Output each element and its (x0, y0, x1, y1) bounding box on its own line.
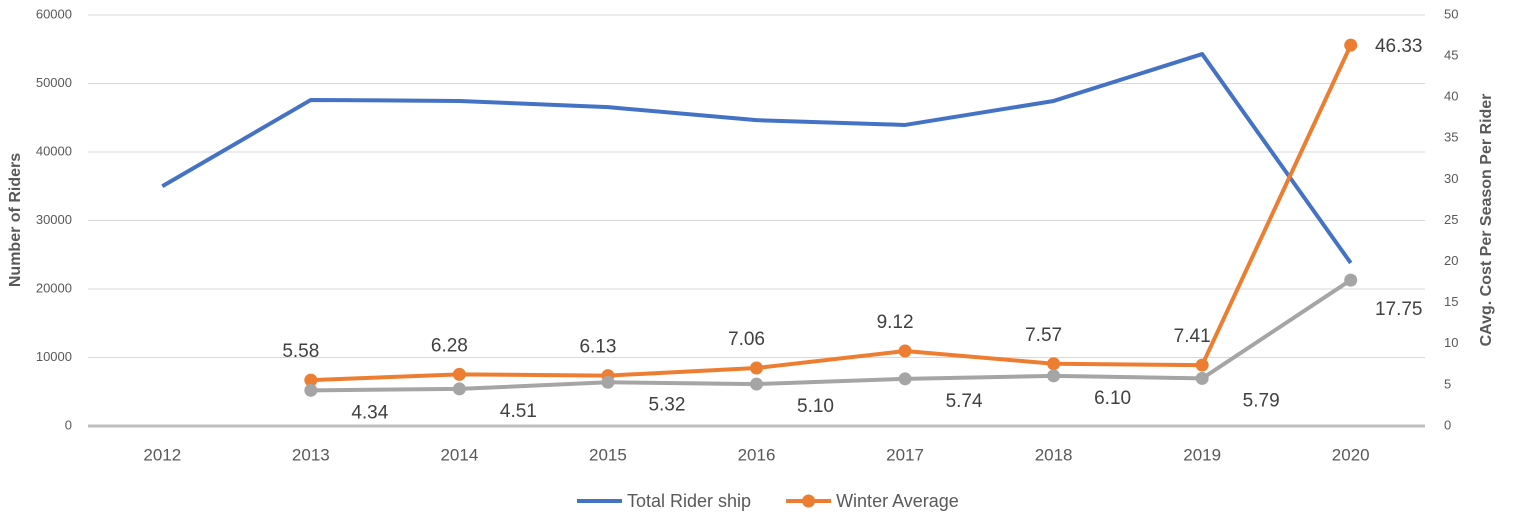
y2-tick-label: 45 (1444, 48, 1458, 63)
y2-tick-label: 30 (1444, 171, 1458, 186)
legend-marker (802, 494, 816, 508)
y2-axis-label: CAvg. Cost Per Season Per Rider (1478, 94, 1495, 347)
data-label: 5.79 (1243, 390, 1280, 411)
data-label: 4.51 (500, 401, 537, 422)
marker (1047, 369, 1061, 383)
data-label: 5.32 (648, 394, 685, 415)
x-tick-label: 2017 (886, 445, 924, 464)
series-line (310, 278, 1352, 393)
marker (1195, 371, 1209, 385)
y2-tick-label: 15 (1444, 294, 1458, 309)
marker (750, 377, 763, 391)
y-tick-label: 20000 (36, 280, 72, 295)
x-tick-label: 2016 (738, 445, 776, 464)
y-tick-label: 10000 (36, 349, 72, 364)
marker (304, 373, 318, 387)
x-tick-label: 2012 (143, 445, 181, 464)
legend-label: Total Rider ship (627, 491, 751, 511)
data-label: 46.33 (1375, 36, 1423, 57)
marker (304, 383, 318, 397)
x-tick-label: 2014 (440, 445, 478, 464)
x-tick-label: 2019 (1183, 445, 1221, 464)
y-tick-label: 50000 (36, 75, 72, 90)
data-label: 6.10 (1094, 388, 1131, 409)
y-tick-label: 30000 (36, 212, 72, 227)
y-axis-label: Number of Riders (7, 153, 24, 287)
marker (898, 344, 912, 358)
data-label: 5.10 (797, 396, 834, 417)
marker (1344, 273, 1358, 287)
marker (452, 367, 466, 381)
marker (1195, 358, 1209, 372)
marker (601, 375, 615, 389)
legend-label: Winter Average (836, 491, 959, 511)
data-label: 5.58 (282, 341, 319, 362)
marker (1047, 357, 1061, 371)
x-tick-label: 2015 (589, 445, 627, 464)
x-tick-label: 2013 (292, 445, 330, 464)
data-label: 7.06 (728, 329, 765, 350)
y2-tick-label: 50 (1444, 6, 1458, 21)
y2-tick-label: 40 (1444, 89, 1458, 104)
x-tick-label: 2020 (1332, 445, 1370, 464)
data-label: 7.41 (1174, 326, 1211, 347)
marker (898, 372, 912, 386)
y2-tick-label: 5 (1444, 376, 1451, 391)
marker (452, 382, 466, 396)
x-tick-label: 2018 (1035, 445, 1073, 464)
data-label: 6.13 (579, 337, 616, 358)
y2-tick-label: 10 (1444, 335, 1458, 350)
marker (1344, 38, 1358, 52)
data-label: 6.28 (431, 335, 468, 356)
data-label: 5.74 (946, 391, 983, 412)
data-label: 9.12 (877, 312, 914, 333)
y2-tick-label: 35 (1444, 130, 1458, 145)
y2-tick-label: 0 (1444, 417, 1451, 432)
data-label: 7.57 (1025, 325, 1062, 346)
y-tick-label: 60000 (36, 6, 72, 21)
y2-tick-label: 25 (1444, 212, 1458, 227)
data-label: 17.75 (1375, 299, 1423, 320)
series-line (161, 52, 1353, 265)
marker (750, 361, 763, 375)
y-tick-label: 0 (65, 417, 72, 432)
y-tick-label: 40000 (36, 143, 72, 158)
y2-tick-label: 20 (1444, 253, 1458, 268)
data-label: 4.34 (351, 402, 388, 423)
series-line (310, 44, 1353, 383)
